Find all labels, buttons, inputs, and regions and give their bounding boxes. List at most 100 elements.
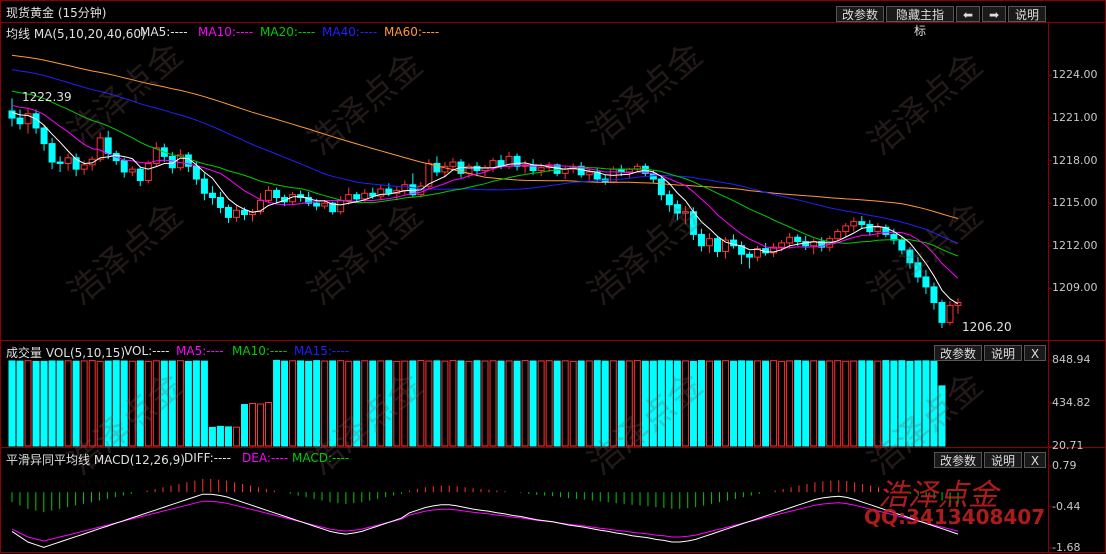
volume-bar [713, 360, 721, 447]
volume-bar [128, 360, 136, 447]
watermark-tile: 浩泽点金 [61, 35, 191, 153]
low-price-label: 1206.20 [962, 320, 1012, 334]
high-price-label: 1222.39 [22, 90, 72, 104]
volume-bar [104, 360, 112, 447]
volume-bar [249, 403, 257, 447]
macd-help-button[interactable]: 说明 [984, 452, 1022, 468]
candle-body [449, 161, 457, 167]
volume-bar [48, 360, 56, 447]
candle-body [353, 194, 361, 200]
volume-bar [762, 360, 770, 447]
watermark-tile: 浩泽点金 [581, 35, 711, 153]
candle-body [657, 178, 665, 196]
volume-bar [810, 360, 818, 447]
volume-bar [112, 360, 120, 447]
volume-bar [609, 360, 617, 447]
candle-body [273, 189, 281, 199]
candle-body [329, 202, 337, 213]
vol-help-button[interactable]: 说明 [984, 345, 1022, 361]
candle-body [88, 158, 96, 166]
volume-bar [778, 360, 786, 447]
volume-bar [289, 360, 297, 447]
candle-body [850, 221, 858, 227]
candle-body [770, 246, 778, 254]
candle-body [136, 168, 144, 181]
volume-bar [32, 360, 40, 447]
volume-bar [513, 360, 521, 447]
volume-bar [345, 360, 353, 447]
volume-bar [617, 360, 625, 447]
volume-bar [754, 360, 762, 447]
volume-bar [8, 360, 16, 447]
vol-close-button[interactable]: X [1024, 345, 1046, 361]
watermark-tile: 浩泽点金 [581, 195, 711, 313]
volume-bar [922, 360, 930, 447]
candle-body [818, 241, 826, 248]
macd-diff-line [11, 493, 959, 548]
volume-bar [577, 360, 585, 447]
volume-bar [80, 360, 88, 447]
vol-ma15-legend: MA15:---- [294, 344, 350, 358]
volume-bar [369, 360, 377, 447]
ma60-legend: MA60:---- [384, 25, 440, 39]
vol-axis-label: 848.94 [1052, 353, 1091, 366]
macd-close-button[interactable]: X [1024, 452, 1046, 468]
volume-bar [730, 360, 738, 447]
candle-body [938, 302, 946, 323]
volume-bar [866, 360, 874, 447]
change-params-button[interactable]: 改参数 [836, 6, 884, 22]
volume-bar [561, 360, 569, 447]
volume-bar [770, 360, 778, 447]
scroll-left-button[interactable]: ⬅ [956, 6, 980, 22]
volume-bar [200, 360, 208, 447]
help-button[interactable]: 说明 [1008, 6, 1046, 22]
candle-body [200, 178, 208, 194]
ma20-legend: MA20:---- [260, 25, 316, 39]
candle-body [385, 188, 393, 194]
candle-body [882, 226, 890, 235]
watermark-tile: 浩泽点金 [861, 195, 991, 313]
candle-body [898, 239, 906, 251]
volume-bar [273, 359, 281, 447]
candle-body [224, 206, 232, 218]
volume-bar [649, 360, 657, 447]
candle-body [240, 209, 248, 216]
candle-body [930, 286, 938, 304]
volume-bar [184, 360, 192, 447]
volume-bar [842, 360, 850, 447]
volume-bar [882, 360, 890, 447]
candle-body [778, 242, 786, 248]
candle-body [834, 231, 842, 240]
candle-body [409, 184, 417, 196]
candle-body [665, 194, 673, 206]
vol-value-legend: VOL:---- [124, 344, 170, 358]
volume-bar [168, 360, 176, 447]
volume-bar [240, 404, 248, 447]
volume-bar [192, 360, 200, 447]
watermark-brand: 浩泽点金 [878, 478, 998, 513]
hide-main-indicator-button[interactable]: 隐藏主指标 [886, 6, 954, 38]
volume-bar [697, 360, 705, 447]
scroll-right-button[interactable]: ➡ [982, 6, 1006, 22]
candle-body [746, 253, 754, 258]
candle-body [305, 197, 313, 204]
macd-dea-legend: DEA:---- [242, 451, 289, 465]
volume-bar [40, 360, 48, 447]
volume-bar [152, 360, 160, 447]
volume-bar [681, 360, 689, 447]
candle-body [946, 304, 954, 323]
macd-change-params-button[interactable]: 改参数 [934, 452, 982, 468]
candle-body [585, 171, 593, 176]
volume-bar [521, 360, 529, 447]
candle-body [8, 110, 16, 119]
vol-change-params-button[interactable]: 改参数 [934, 345, 982, 361]
volume-bar [337, 360, 345, 447]
watermark-tile: 浩泽点金 [861, 45, 991, 163]
volume-bar [377, 360, 385, 447]
volume-bar [361, 360, 369, 447]
volume-bar [441, 360, 449, 447]
volume-bar [657, 360, 665, 447]
candle-body [914, 262, 922, 278]
